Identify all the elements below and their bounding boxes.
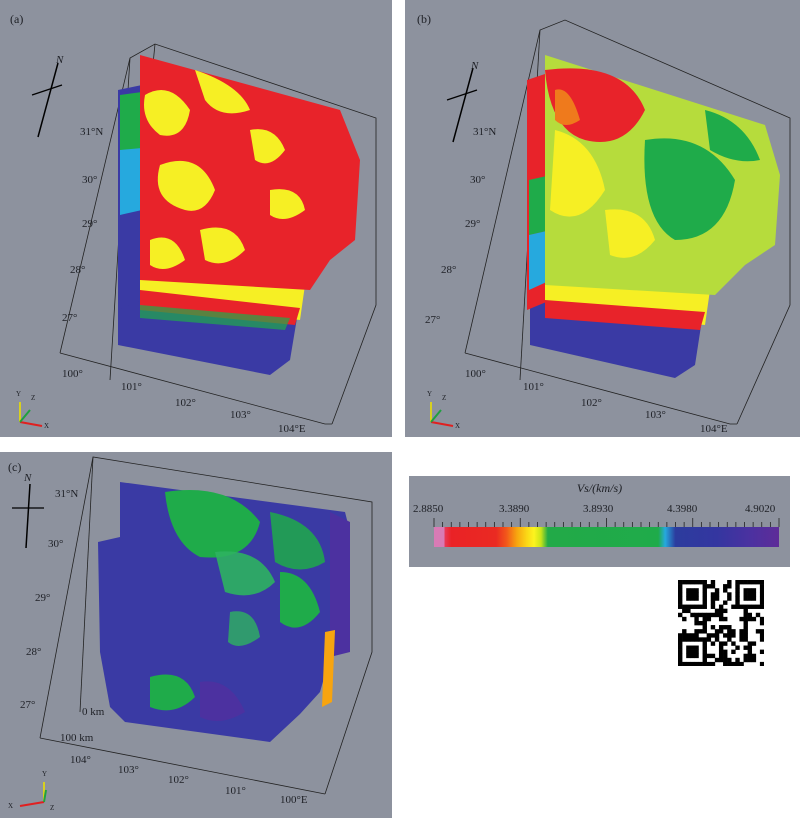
lat-label: 29° — [465, 218, 481, 230]
lon-label: 100°E — [280, 794, 308, 806]
lat-label: 29° — [82, 218, 98, 230]
lon-label: 100° — [465, 368, 486, 380]
lat-label: 31°N — [80, 126, 104, 138]
lon-label: 101° — [225, 785, 246, 797]
lon-label: 104°E — [278, 423, 306, 435]
panel-a: (a) N 31°N 30° 29° 28° 27° 100° 101° 102… — [0, 0, 392, 437]
panel-c-render — [39, 456, 373, 795]
panel-b: (b) N 31°N 30° 29° 28° 27° 100° 101° 102… — [405, 0, 800, 437]
depth-label: 0 km — [82, 706, 105, 718]
lon-label: 104° — [70, 754, 91, 766]
lon-label: 101° — [523, 381, 544, 393]
lat-label: 27° — [20, 699, 36, 711]
panel-label: (b) — [417, 12, 431, 26]
lon-label: 102° — [175, 397, 196, 409]
axis-x-label: X — [44, 422, 50, 430]
layer-red-top — [140, 55, 360, 290]
lat-label: 27° — [425, 314, 441, 326]
panel-label: (a) — [10, 12, 24, 26]
lon-label: 102° — [168, 774, 189, 786]
lat-label: 30° — [48, 538, 64, 550]
depth-label: 100 km — [60, 732, 94, 744]
legend-tick: 3.3890 — [499, 503, 530, 515]
axis-z-label: Z — [50, 804, 55, 812]
bounding-box — [39, 456, 373, 795]
lat-label: 31°N — [473, 126, 497, 138]
axes-triad-icon — [19, 782, 47, 807]
lon-label: 103° — [118, 764, 139, 776]
legend-tick: 4.9020 — [745, 503, 776, 515]
colorbar — [434, 527, 779, 547]
lon-label: 103° — [230, 409, 251, 421]
axis-z-label: Z — [31, 394, 36, 402]
axis-z-label: Z — [442, 394, 447, 402]
lat-label: 28° — [26, 646, 42, 658]
legend-tick: 3.8930 — [583, 503, 614, 515]
axis-x-label: X — [455, 422, 461, 430]
panel-a-render — [59, 43, 377, 425]
north-label: N — [24, 472, 32, 484]
north-arrow-icon — [12, 483, 44, 549]
lat-label: 28° — [70, 264, 86, 276]
panel-c: (c) N 31°N 30° 29° 28° 27° 0 km 100 km 1… — [0, 452, 392, 818]
lon-label: 100° — [62, 368, 83, 380]
lon-label: 101° — [121, 381, 142, 393]
panel-b-render — [464, 19, 791, 425]
panel-label: (c) — [8, 460, 22, 474]
legend-tick-marks — [433, 518, 780, 527]
lat-label: 30° — [82, 174, 98, 186]
legend-tick: 2.8850 — [413, 503, 444, 515]
axis-y-label: Y — [42, 770, 48, 778]
north-arrow-icon — [446, 67, 478, 143]
lon-label: 102° — [581, 397, 602, 409]
lat-label: 27° — [62, 312, 78, 324]
qr-code-icon — [678, 580, 765, 667]
lat-label: 28° — [441, 264, 457, 276]
lat-label: 29° — [35, 592, 51, 604]
north-arrow-icon — [31, 62, 63, 138]
axis-y-label: Y — [427, 390, 433, 398]
color-legend: Vs/(km/s) 2.8850 3.3890 3.8930 4.3980 4.… — [409, 476, 790, 567]
legend-title: Vs/(km/s) — [576, 481, 623, 495]
axes-triad-icon — [430, 402, 454, 427]
axis-y-label: Y — [16, 390, 22, 398]
north-label: N — [471, 60, 479, 72]
lat-label: 31°N — [55, 488, 79, 500]
north-label: N — [56, 54, 64, 66]
lon-label: 104°E — [700, 423, 728, 435]
axis-x-label: X — [8, 802, 14, 810]
axes-triad-icon — [19, 402, 43, 427]
legend-tick: 4.3980 — [667, 503, 698, 515]
lon-label: 103° — [645, 409, 666, 421]
lat-label: 30° — [470, 174, 486, 186]
